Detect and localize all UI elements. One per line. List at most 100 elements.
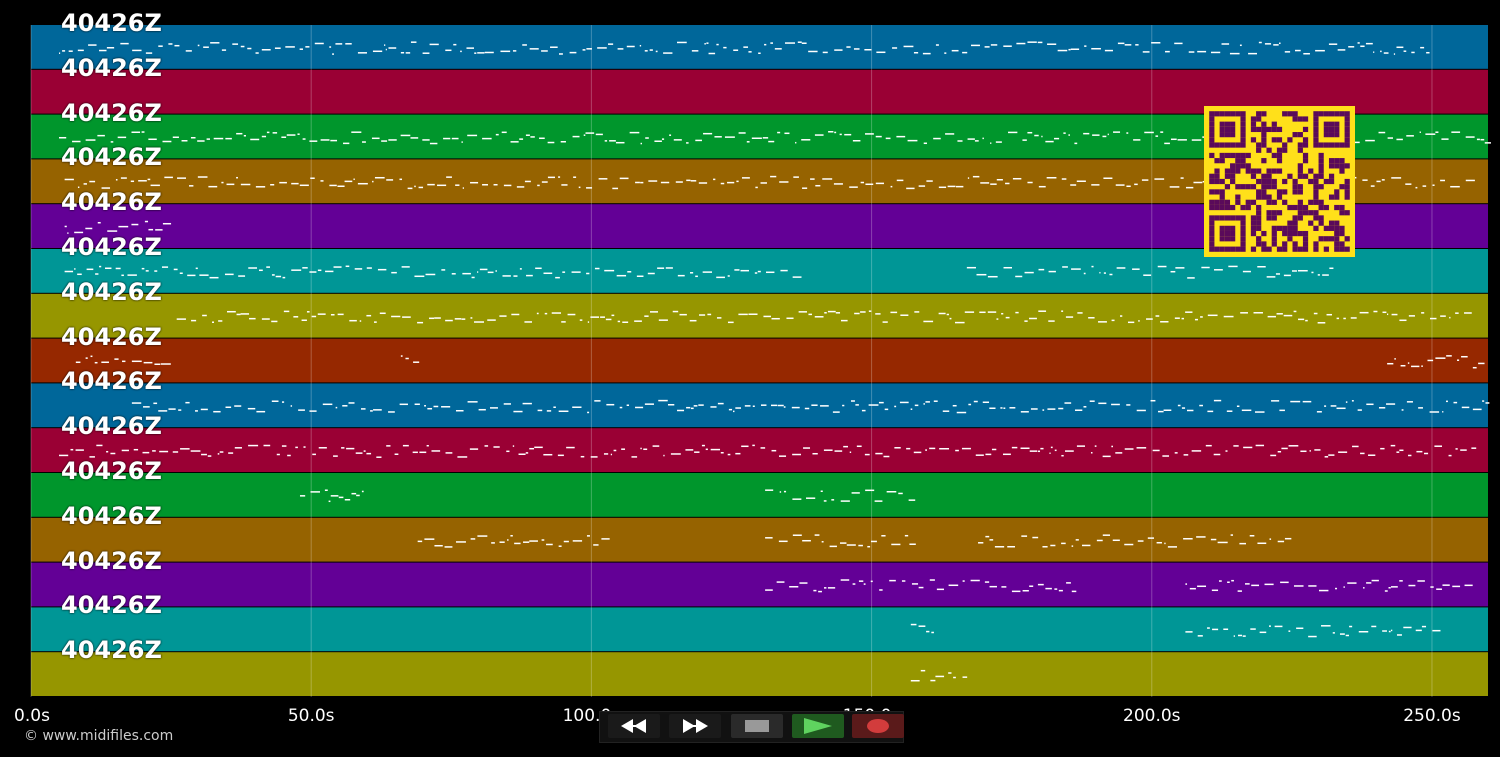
note-mark [1211,589,1219,592]
note-mark [1127,321,1135,324]
note-mark [1371,625,1377,628]
note-mark [255,186,266,188]
note-mark [410,137,419,139]
tick-label: 250.0s [1403,706,1461,726]
note-mark [903,45,914,48]
note-mark [996,318,999,320]
note-mark [962,51,968,54]
note-mark [1471,447,1477,449]
note-mark [261,49,271,51]
note-mark [1081,544,1091,547]
note-mark [1177,139,1187,141]
note-mark [221,181,224,184]
note-mark [1242,635,1246,637]
copyright-text: © www.midifiles.com [24,728,174,744]
note-mark [247,47,252,50]
note-mark [1400,364,1406,367]
note-mark [1317,322,1326,324]
note-mark [1380,50,1382,53]
note-mark [649,311,658,313]
note-mark [914,404,919,407]
note-mark [1478,362,1485,365]
note-mark [1225,450,1228,452]
note-mark [1348,46,1355,48]
note-mark [744,405,751,407]
note-mark [949,317,952,320]
note-mark [1358,630,1369,633]
note-mark [101,361,109,364]
note-mark [536,312,539,315]
note-mark [849,186,858,188]
note-mark [713,178,716,181]
note-mark [263,444,271,447]
rewind-button[interactable] [608,714,660,738]
note-mark [868,310,872,312]
note-mark [1230,534,1234,536]
note-mark [219,451,224,453]
note-mark [64,270,74,273]
note-mark [698,182,708,184]
note-mark [493,183,498,186]
note-mark [145,52,153,54]
note-mark [1311,271,1314,274]
note-mark [191,319,197,322]
note-mark [1368,454,1376,456]
note-mark [385,48,387,51]
note-mark [1269,538,1272,540]
note-mark [376,456,382,458]
note-mark [363,450,366,452]
note-mark [1420,46,1425,49]
note-mark [462,187,464,189]
note-mark [1174,452,1178,454]
note-mark [763,315,771,318]
note-mark [525,452,529,454]
record-button[interactable] [852,714,904,738]
fast-forward-button[interactable] [669,714,721,738]
note-mark [1373,310,1378,313]
note-mark [261,318,270,320]
note-mark [544,312,548,315]
play-button[interactable] [792,714,844,738]
note-mark [789,586,799,588]
note-mark [644,403,654,405]
note-mark [896,135,906,138]
note-mark [1279,42,1281,45]
note-mark [305,46,310,48]
note-mark [461,318,466,320]
note-mark [381,140,388,142]
note-mark [1094,445,1097,447]
note-mark [1169,186,1180,188]
note-mark [865,183,874,186]
note-mark [1191,450,1202,452]
note-mark [249,317,256,320]
note-mark [1066,582,1071,584]
stop-button[interactable] [731,714,783,738]
note-mark [1126,404,1131,406]
note-mark [842,404,845,407]
note-mark [1452,585,1461,588]
note-mark [466,47,475,49]
note-mark [1380,447,1385,450]
note-mark [541,181,548,183]
note-mark [904,534,909,537]
note-mark [299,495,306,497]
note-mark [1336,317,1340,320]
note-mark [846,544,856,546]
note-mark [645,137,649,139]
note-mark [797,41,802,43]
note-mark [1237,590,1242,592]
note-mark [1275,273,1281,275]
note-mark [587,411,590,414]
note-mark [572,540,583,542]
note-mark [372,50,383,53]
note-mark [160,363,171,365]
note-mark [499,315,507,317]
note-mark [115,179,118,181]
note-mark [703,132,713,135]
note-mark [372,180,374,183]
note-mark [976,273,987,276]
note-mark [1027,181,1033,184]
note-mark [876,51,886,54]
note-mark [967,177,970,179]
note-mark [1455,448,1458,450]
